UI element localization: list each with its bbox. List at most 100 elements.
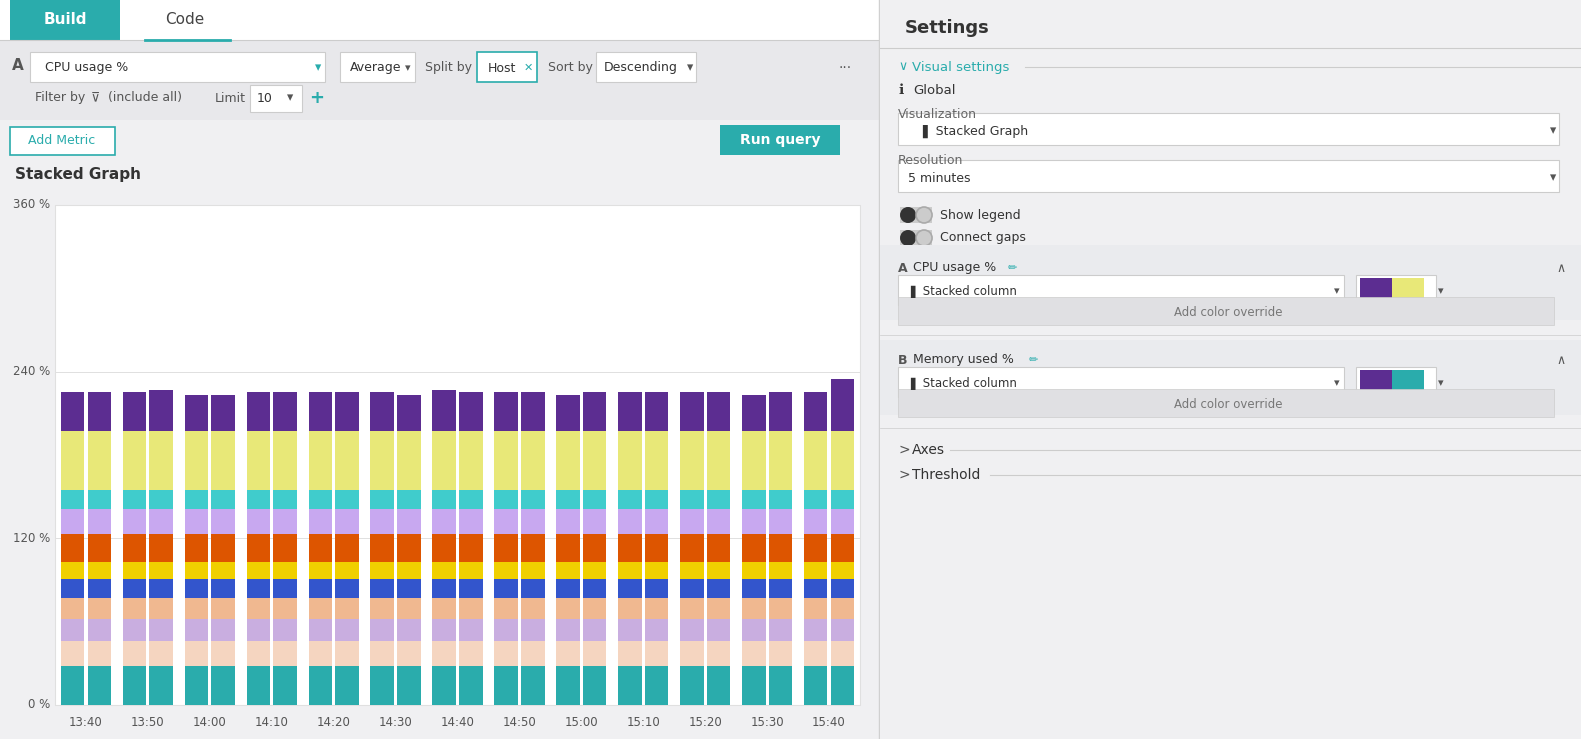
Bar [583, 562, 607, 579]
Bar [830, 490, 854, 509]
Bar [397, 579, 421, 598]
Bar [645, 432, 669, 490]
Text: 14:30: 14:30 [379, 717, 413, 729]
Bar [768, 509, 792, 534]
Bar [830, 598, 854, 619]
Text: 14:20: 14:20 [316, 717, 351, 729]
Bar [123, 579, 147, 598]
Bar [768, 490, 792, 509]
Text: Build: Build [43, 13, 87, 27]
Bar [805, 598, 827, 619]
Bar [522, 509, 544, 534]
Bar [62, 562, 84, 579]
Bar [522, 392, 544, 432]
Text: Limit: Limit [215, 92, 247, 104]
Bar [618, 392, 642, 432]
Bar [458, 579, 482, 598]
Bar [433, 579, 455, 598]
Text: 13:50: 13:50 [131, 717, 164, 729]
Text: Filter by: Filter by [35, 92, 85, 104]
Bar [247, 598, 270, 619]
Bar [522, 641, 544, 666]
Bar [680, 562, 704, 579]
Bar [830, 378, 854, 432]
Bar [62, 490, 84, 509]
Bar [898, 389, 1554, 417]
Text: 15:10: 15:10 [626, 717, 661, 729]
Bar [150, 598, 172, 619]
Text: Split by: Split by [425, 61, 473, 75]
Text: Stacked Graph: Stacked Graph [14, 168, 141, 183]
Bar [212, 534, 236, 562]
Bar [87, 666, 111, 705]
Bar [583, 509, 607, 534]
Bar [185, 579, 209, 598]
Bar [335, 641, 359, 666]
Bar [583, 641, 607, 666]
Bar [458, 432, 482, 490]
Text: Global: Global [914, 84, 955, 97]
Bar [340, 52, 414, 82]
Bar [308, 666, 332, 705]
Bar [433, 534, 455, 562]
Bar [557, 579, 580, 598]
Bar [618, 619, 642, 641]
Text: 240 %: 240 % [13, 365, 51, 378]
Bar [680, 666, 704, 705]
Bar [274, 490, 297, 509]
Bar [618, 562, 642, 579]
Text: 15:30: 15:30 [751, 717, 784, 729]
Text: Add color override: Add color override [1175, 398, 1282, 410]
Text: 14:50: 14:50 [503, 717, 536, 729]
Bar [123, 619, 147, 641]
Bar [308, 619, 332, 641]
Bar [370, 598, 394, 619]
Text: B: B [898, 353, 907, 367]
Text: ⊽: ⊽ [90, 92, 100, 104]
Bar [768, 666, 792, 705]
Text: CPU usage %: CPU usage % [914, 262, 996, 274]
Bar [495, 666, 519, 705]
Bar [741, 619, 765, 641]
Bar [557, 509, 580, 534]
Bar [123, 509, 147, 534]
Bar [741, 432, 765, 490]
Bar [741, 579, 765, 598]
Bar [805, 579, 827, 598]
Bar [495, 619, 519, 641]
Bar [495, 490, 519, 509]
Bar [185, 509, 209, 534]
Bar [522, 666, 544, 705]
Bar [522, 562, 544, 579]
Circle shape [900, 207, 915, 223]
Bar [335, 392, 359, 432]
Bar [212, 666, 236, 705]
Bar [645, 509, 669, 534]
Bar [477, 52, 538, 82]
Bar [495, 534, 519, 562]
Bar [768, 392, 792, 432]
Bar [680, 432, 704, 490]
Bar [185, 666, 209, 705]
Bar [185, 619, 209, 641]
Bar [185, 598, 209, 619]
Bar [596, 52, 696, 82]
Bar [274, 579, 297, 598]
Bar [212, 490, 236, 509]
Bar [830, 432, 854, 490]
Text: >: > [898, 468, 909, 482]
Bar [87, 432, 111, 490]
Text: ▾: ▾ [686, 61, 692, 75]
Bar [522, 598, 544, 619]
Bar [707, 509, 730, 534]
Bar [185, 562, 209, 579]
Bar [335, 490, 359, 509]
Bar [458, 619, 482, 641]
Bar [150, 389, 172, 432]
Text: 120 %: 120 % [13, 532, 51, 545]
Bar [768, 598, 792, 619]
Bar [618, 509, 642, 534]
Text: 5 minutes: 5 minutes [907, 171, 971, 185]
Bar [522, 579, 544, 598]
Text: 13:40: 13:40 [70, 717, 103, 729]
